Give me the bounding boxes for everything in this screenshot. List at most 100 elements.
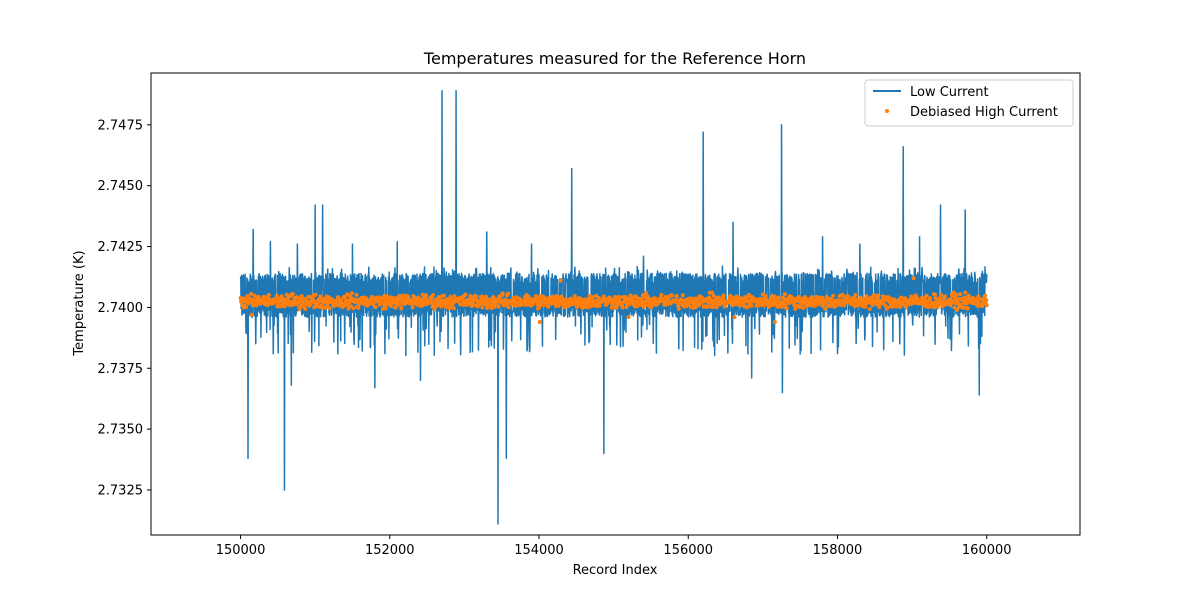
high-current-point (252, 293, 257, 298)
y-axis: 2.7325 2.7350 2.7375 2.7400 2.7425 2.7450 2.74… (98, 118, 151, 498)
high-current-point (885, 305, 890, 310)
low-current-line (239, 90, 988, 525)
legend-high-current-swatch (885, 109, 889, 113)
high-current-point (384, 294, 389, 299)
high-current-point (582, 305, 587, 310)
high-current-point (463, 292, 468, 297)
high-current-point (932, 292, 937, 297)
high-current-point (383, 306, 388, 311)
high-current-point (400, 293, 405, 298)
high-current-point (976, 294, 981, 299)
high-current-point (643, 290, 648, 295)
high-current-point (624, 305, 629, 310)
high-current-point (864, 294, 869, 299)
high-current-point (983, 293, 988, 298)
high-current-point (933, 296, 938, 301)
high-current-point (412, 294, 417, 299)
high-current-point (723, 304, 728, 309)
high-current-outlier-point (626, 315, 631, 320)
high-current-point (961, 305, 966, 310)
high-current-point (954, 292, 959, 297)
high-current-point (295, 295, 300, 300)
high-current-point (356, 305, 361, 310)
y-tick-label: 2.7350 (98, 423, 144, 438)
high-current-point (356, 302, 361, 307)
y-tick-label: 2.7450 (98, 179, 144, 194)
high-current-point (816, 302, 821, 307)
high-current-point (506, 291, 511, 296)
high-current-point (958, 292, 963, 297)
high-current-point (349, 291, 354, 296)
debiased-high-current-series (238, 276, 989, 325)
high-current-point (938, 293, 943, 298)
plot-area (150, 72, 1081, 536)
high-current-point (470, 302, 475, 307)
high-current-outlier-point (911, 276, 916, 281)
high-current-point (410, 305, 415, 310)
high-current-outlier-point (558, 278, 563, 283)
high-current-point (937, 296, 942, 301)
high-current-point (538, 301, 543, 306)
high-current-point (397, 302, 402, 307)
high-current-point (840, 292, 845, 297)
high-current-point (347, 300, 352, 305)
high-current-point (928, 295, 933, 300)
high-current-point (572, 294, 577, 299)
low-current-series (239, 90, 988, 525)
high-current-point (275, 304, 280, 309)
x-tick-label: 150000 (216, 543, 266, 558)
high-current-point (451, 306, 456, 311)
high-current-point (343, 294, 348, 299)
high-current-point (776, 295, 781, 300)
high-current-point (399, 306, 404, 311)
high-current-point (772, 294, 777, 299)
high-current-point (797, 304, 802, 309)
high-current-point (240, 300, 245, 305)
high-current-point (669, 293, 674, 298)
high-current-point (952, 305, 957, 310)
high-current-point (924, 293, 929, 298)
high-current-point (620, 305, 625, 310)
legend: Low Current Debiased High Current (864, 79, 1074, 127)
high-current-point (363, 296, 368, 301)
chart-title: Temperatures measured for the Reference … (423, 49, 806, 68)
high-current-point (297, 307, 302, 312)
high-current-point (597, 303, 602, 308)
high-current-point (500, 291, 505, 296)
high-current-point (496, 304, 501, 309)
high-current-point (351, 306, 356, 311)
high-current-point (431, 293, 436, 298)
high-current-point (867, 306, 872, 311)
high-current-point (248, 291, 253, 296)
y-tick-label: 2.7400 (98, 301, 144, 316)
high-current-point (831, 293, 836, 298)
high-current-outlier-point (732, 315, 737, 320)
high-current-point (618, 295, 623, 300)
high-current-point (749, 303, 754, 308)
high-current-point (537, 305, 542, 310)
y-tick-label: 2.7375 (98, 362, 144, 377)
high-current-point (823, 306, 828, 311)
high-current-point (279, 294, 284, 299)
legend-high-current-label: Debiased High Current (910, 105, 1058, 120)
high-current-point (853, 293, 858, 298)
high-current-outlier-point (772, 320, 777, 325)
high-current-point (545, 304, 550, 309)
high-current-point (898, 304, 903, 309)
high-current-point (674, 294, 679, 299)
high-current-point (299, 294, 304, 299)
high-current-point (432, 307, 437, 312)
high-current-point (641, 304, 646, 309)
high-current-point (382, 303, 387, 308)
high-current-point (442, 293, 446, 298)
high-current-point (721, 293, 726, 298)
high-current-point (318, 294, 323, 299)
high-current-point (346, 306, 351, 311)
high-current-point (963, 290, 968, 295)
high-current-point (980, 304, 985, 309)
high-current-point (303, 306, 308, 311)
y-tick-label: 2.7425 (98, 240, 144, 255)
x-tick-label: 158000 (813, 543, 863, 558)
plot-frame (150, 72, 1081, 536)
